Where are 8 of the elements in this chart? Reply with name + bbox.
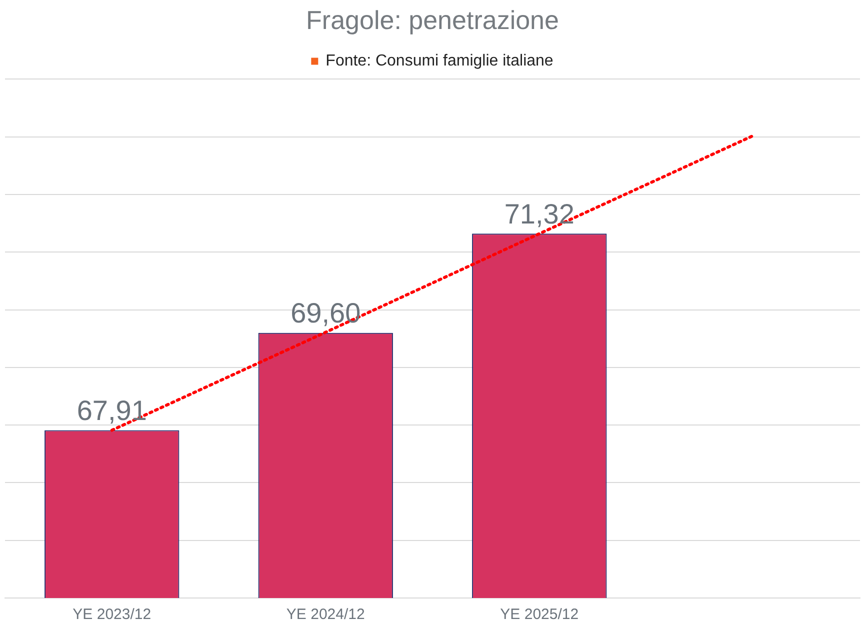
data-label: 67,91	[76, 394, 147, 426]
legend-label: Fonte: Consumi famiglie italiane	[326, 52, 554, 70]
x-tick-label: YE 2024/12	[286, 606, 365, 624]
x-tick-label: YE 2023/12	[72, 606, 152, 624]
chart-title: Fragole: penetrazione	[306, 4, 559, 35]
x-tick-label: YE 2025/12	[500, 606, 579, 624]
data-label: 71,32	[504, 198, 574, 230]
data-label: 69,60	[290, 298, 361, 329]
